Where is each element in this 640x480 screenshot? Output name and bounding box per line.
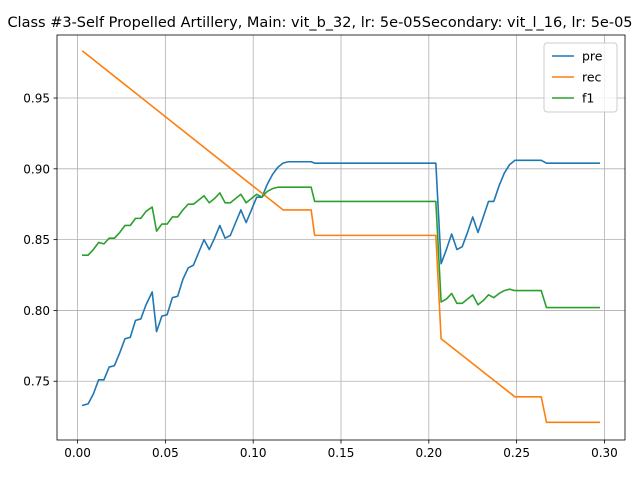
x-tick-label: 0.00 — [64, 446, 91, 460]
x-axis: 0.00 0.05 0.10 0.15 0.20 0.25 0.30 — [64, 440, 618, 460]
y-tick-label: 0.80 — [23, 304, 50, 318]
chart-title: Class #3-Self Propelled Artillery, Main:… — [7, 15, 632, 31]
series-lines — [81, 50, 600, 424]
legend: pre rec f1 — [543, 42, 618, 113]
x-tick-label: 0.25 — [503, 446, 530, 460]
legend-label-f1: f1 — [582, 91, 594, 106]
legend-label-rec: rec — [582, 70, 602, 85]
x-tick-label: 0.20 — [415, 446, 442, 460]
legend-label-pre: pre — [582, 49, 603, 64]
x-tick-label: 0.10 — [240, 446, 267, 460]
series-line-rec — [81, 50, 600, 424]
y-tick-label: 0.90 — [23, 162, 50, 176]
y-tick-label: 0.95 — [23, 92, 50, 106]
legend-box — [543, 42, 618, 113]
x-tick-label: 0.15 — [328, 446, 355, 460]
y-tick-label: 0.85 — [23, 233, 50, 247]
x-tick-label: 0.05 — [152, 446, 179, 460]
grid-lines — [57, 35, 625, 440]
x-tick-label: 0.30 — [591, 446, 618, 460]
series-line-pre — [81, 159, 600, 407]
series-line-f1 — [82, 186, 600, 309]
y-axis: 0.75 0.80 0.85 0.90 0.95 — [23, 92, 57, 389]
y-tick-label: 0.75 — [23, 375, 50, 389]
